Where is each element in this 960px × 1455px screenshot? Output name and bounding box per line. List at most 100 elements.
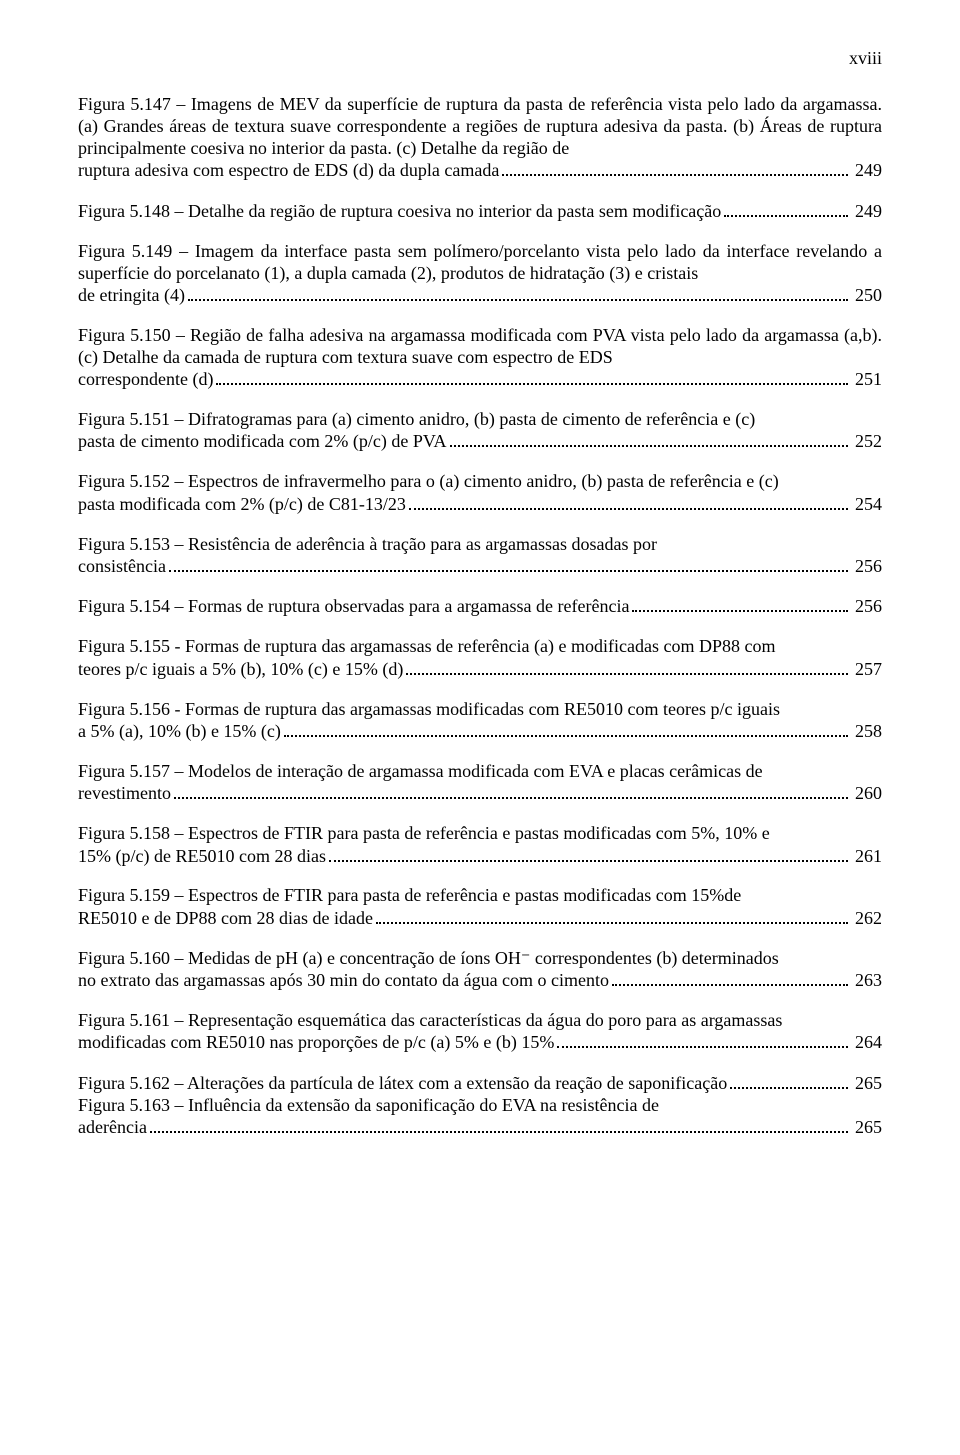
entry-pretext: Figura 5.149 – Imagem da interface pasta… bbox=[78, 241, 882, 285]
dot-leader bbox=[329, 845, 848, 861]
page-number: xviii bbox=[849, 48, 882, 69]
dot-leader bbox=[724, 200, 848, 216]
figure-entry: Figura 5.149 – Imagem da interface pasta… bbox=[78, 241, 882, 307]
entry-lastline: ruptura adesiva com espectro de EDS (d) … bbox=[78, 160, 882, 182]
entry-lasttext: de etringita (4) bbox=[78, 285, 185, 307]
entry-lastline: no extrato das argamassas após 30 min do… bbox=[78, 970, 882, 992]
entry-lasttext: modificadas com RE5010 nas proporções de… bbox=[78, 1032, 554, 1054]
entry-lastline: aderência 265 bbox=[78, 1117, 882, 1139]
dot-leader bbox=[612, 970, 848, 986]
entry-lastline: pasta de cimento modificada com 2% (p/c)… bbox=[78, 431, 882, 453]
entry-lastline: 15% (p/c) de RE5010 com 28 dias 261 bbox=[78, 845, 882, 867]
dot-leader bbox=[284, 721, 848, 737]
figure-entry: Figura 5.160 – Medidas de pH (a) e conce… bbox=[78, 948, 882, 992]
entry-page: 265 bbox=[851, 1117, 882, 1139]
entry-page: 263 bbox=[851, 970, 882, 992]
figure-list: Figura 5.147 – Imagens de MEV da superfí… bbox=[78, 94, 882, 1139]
entry-pretext: Figura 5.156 - Formas de ruptura das arg… bbox=[78, 699, 882, 721]
entry-page: 256 bbox=[851, 596, 882, 618]
entry-lastline: Figura 5.162 – Alterações da partícula d… bbox=[78, 1072, 882, 1094]
entry-pretext: Figura 5.161 – Representação esquemática… bbox=[78, 1010, 882, 1032]
entry-page: 258 bbox=[851, 721, 882, 743]
dot-leader bbox=[188, 284, 848, 300]
figure-entry: Figura 5.151 – Difratogramas para (a) ci… bbox=[78, 409, 882, 453]
entry-pretext: Figura 5.159 – Espectros de FTIR para pa… bbox=[78, 885, 882, 907]
entry-pretext: Figura 5.147 – Imagens de MEV da superfí… bbox=[78, 94, 882, 160]
dot-leader bbox=[632, 596, 848, 612]
figure-entry: Figura 5.156 - Formas de ruptura das arg… bbox=[78, 699, 882, 743]
entry-pretext: Figura 5.151 – Difratogramas para (a) ci… bbox=[78, 409, 882, 431]
entry-lastline: Figura 5.148 – Detalhe da região de rupt… bbox=[78, 200, 882, 222]
figure-entry: Figura 5.148 – Detalhe da região de rupt… bbox=[78, 200, 882, 222]
entry-page: 254 bbox=[851, 494, 882, 516]
entry-page: 250 bbox=[851, 285, 882, 307]
entry-pretext: Figura 5.152 – Espectros de infravermelh… bbox=[78, 471, 882, 493]
dot-leader bbox=[174, 783, 848, 799]
entry-pretext: Figura 5.160 – Medidas de pH (a) e conce… bbox=[78, 948, 882, 970]
entry-lastline: pasta modificada com 2% (p/c) de C81-13/… bbox=[78, 493, 882, 515]
entry-lasttext: Figura 5.148 – Detalhe da região de rupt… bbox=[78, 201, 721, 223]
entry-page: 249 bbox=[851, 160, 882, 182]
figure-entry: Figura 5.157 – Modelos de interação de a… bbox=[78, 761, 882, 805]
entry-pretext: Figura 5.158 – Espectros de FTIR para pa… bbox=[78, 823, 882, 845]
figure-entry: Figura 5.155 - Formas de ruptura das arg… bbox=[78, 636, 882, 680]
entry-lasttext: no extrato das argamassas após 30 min do… bbox=[78, 970, 609, 992]
entry-page: 265 bbox=[851, 1073, 882, 1095]
figure-entry: Figura 5.150 – Região de falha adesiva n… bbox=[78, 325, 882, 391]
entry-pretext: Figura 5.155 - Formas de ruptura das arg… bbox=[78, 636, 882, 658]
figure-entry: Figura 5.152 – Espectros de infravermelh… bbox=[78, 471, 882, 515]
entry-lasttext: 15% (p/c) de RE5010 com 28 dias bbox=[78, 846, 326, 868]
entry-lasttext: teores p/c iguais a 5% (b), 10% (c) e 15… bbox=[78, 659, 403, 681]
dot-leader bbox=[406, 658, 848, 674]
entry-pretext: Figura 5.153 – Resistência de aderência … bbox=[78, 534, 882, 556]
entry-lasttext: Figura 5.154 – Formas de ruptura observa… bbox=[78, 596, 629, 618]
dot-leader bbox=[557, 1032, 848, 1048]
entry-lastline: correspondente (d) 251 bbox=[78, 369, 882, 391]
entry-page: 261 bbox=[851, 846, 882, 868]
entry-lastline: Figura 5.154 – Formas de ruptura observa… bbox=[78, 596, 882, 618]
figure-entry: Figura 5.153 – Resistência de aderência … bbox=[78, 534, 882, 578]
entry-lasttext: pasta de cimento modificada com 2% (p/c)… bbox=[78, 431, 447, 453]
entry-page: 251 bbox=[851, 369, 882, 391]
entry-lasttext: a 5% (a), 10% (b) e 15% (c) bbox=[78, 721, 281, 743]
entry-page: 249 bbox=[851, 201, 882, 223]
entry-lastline: revestimento 260 bbox=[78, 783, 882, 805]
figure-entry: Figura 5.147 – Imagens de MEV da superfí… bbox=[78, 94, 882, 182]
entry-page: 260 bbox=[851, 783, 882, 805]
entry-lasttext: Figura 5.162 – Alterações da partícula d… bbox=[78, 1073, 727, 1095]
entry-page: 256 bbox=[851, 556, 882, 578]
entry-lasttext: RE5010 e de DP88 com 28 dias de idade bbox=[78, 908, 373, 930]
dot-leader bbox=[502, 160, 848, 176]
figure-entry: Figura 5.162 – Alterações da partícula d… bbox=[78, 1072, 882, 1094]
entry-pretext: Figura 5.150 – Região de falha adesiva n… bbox=[78, 325, 882, 369]
dot-leader bbox=[409, 493, 848, 509]
entry-lasttext: pasta modificada com 2% (p/c) de C81-13/… bbox=[78, 494, 406, 516]
entry-lastline: modificadas com RE5010 nas proporções de… bbox=[78, 1032, 882, 1054]
entry-pretext: Figura 5.157 – Modelos de interação de a… bbox=[78, 761, 882, 783]
figure-entry: Figura 5.154 – Formas de ruptura observa… bbox=[78, 596, 882, 618]
entry-page: 252 bbox=[851, 431, 882, 453]
entry-lastline: de etringita (4) 250 bbox=[78, 284, 882, 306]
entry-page: 262 bbox=[851, 908, 882, 930]
dot-leader bbox=[450, 431, 848, 447]
dot-leader bbox=[169, 556, 848, 572]
entry-page: 264 bbox=[851, 1032, 882, 1054]
entry-lastline: RE5010 e de DP88 com 28 dias de idade 26… bbox=[78, 907, 882, 929]
figure-entry: Figura 5.159 – Espectros de FTIR para pa… bbox=[78, 885, 882, 929]
figure-entry: Figura 5.161 – Representação esquemática… bbox=[78, 1010, 882, 1054]
figure-entry: Figura 5.163 – Influência da extensão da… bbox=[78, 1095, 882, 1139]
entry-lasttext: aderência bbox=[78, 1117, 147, 1139]
entry-lasttext: ruptura adesiva com espectro de EDS (d) … bbox=[78, 160, 499, 182]
figure-entry: Figura 5.158 – Espectros de FTIR para pa… bbox=[78, 823, 882, 867]
dot-leader bbox=[730, 1072, 848, 1088]
entry-lasttext: revestimento bbox=[78, 783, 171, 805]
entry-lasttext: correspondente (d) bbox=[78, 369, 213, 391]
dot-leader bbox=[216, 369, 848, 385]
page: xviii Figura 5.147 – Imagens de MEV da s… bbox=[0, 0, 960, 1455]
entry-lastline: teores p/c iguais a 5% (b), 10% (c) e 15… bbox=[78, 658, 882, 680]
entry-pretext: Figura 5.163 – Influência da extensão da… bbox=[78, 1095, 882, 1117]
dot-leader bbox=[150, 1117, 848, 1133]
entry-page: 257 bbox=[851, 659, 882, 681]
entry-lastline: a 5% (a), 10% (b) e 15% (c) 258 bbox=[78, 721, 882, 743]
entry-lastline: consistência 256 bbox=[78, 556, 882, 578]
